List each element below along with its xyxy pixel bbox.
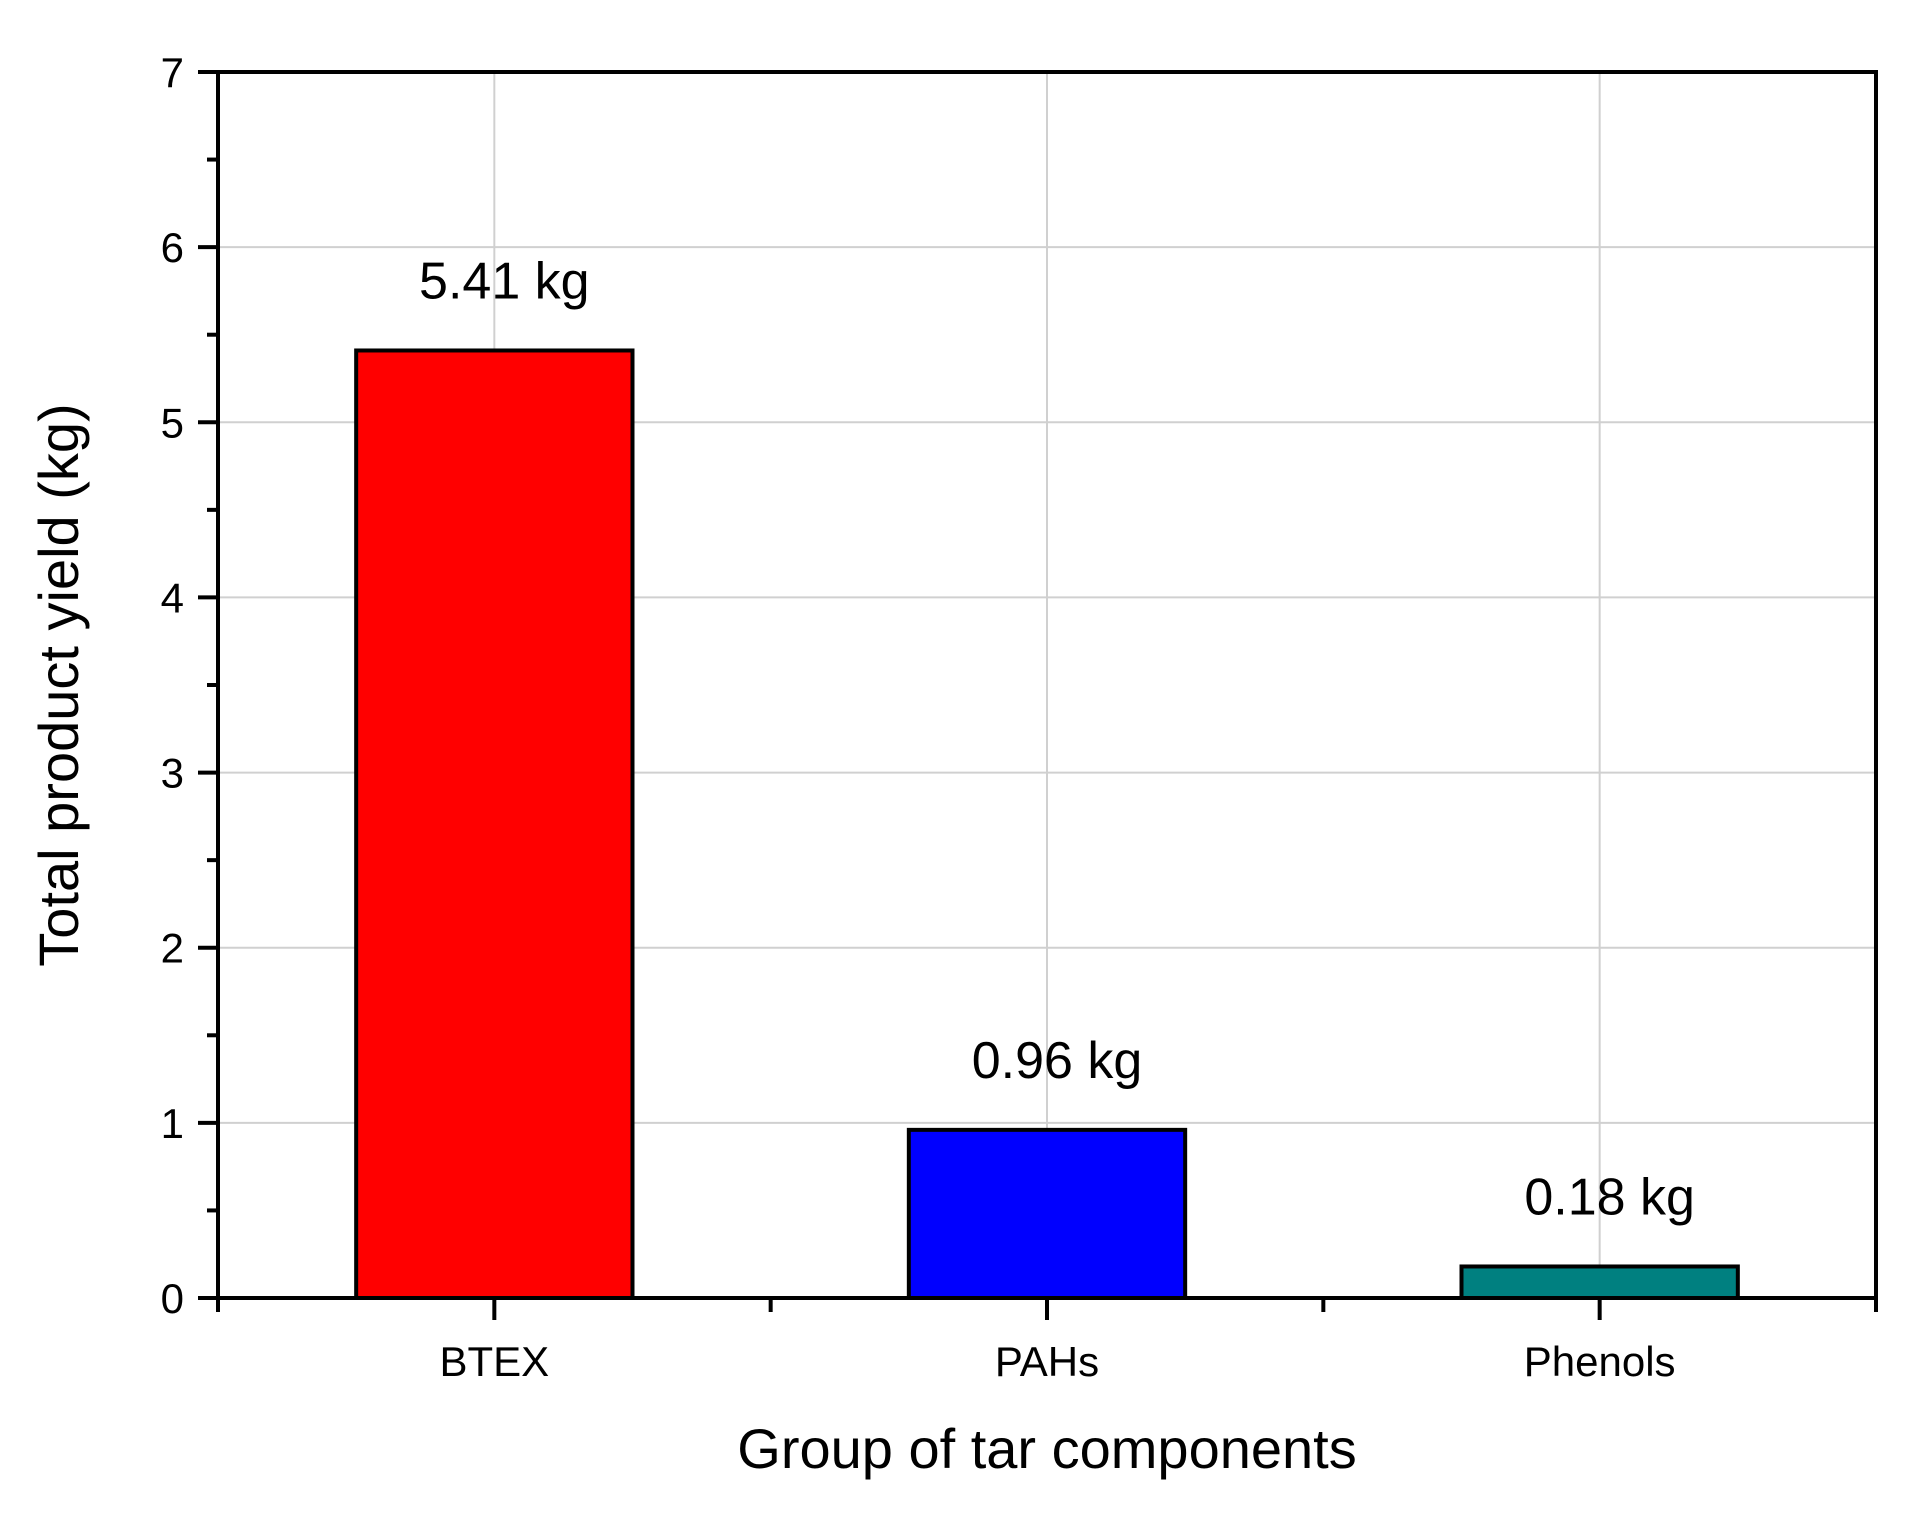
y-axis-title: Total product yield (kg) [27, 403, 90, 966]
y-tick-label: 6 [161, 224, 184, 271]
x-tick-label: BTEX [439, 1338, 549, 1385]
x-tick-label: Phenols [1524, 1338, 1676, 1385]
data-label: 0.96 kg [972, 1032, 1143, 1090]
y-tick-label: 1 [161, 1100, 184, 1147]
y-tick-label: 0 [161, 1275, 184, 1322]
x-tick-label: PAHs [995, 1338, 1099, 1385]
y-tick-label: 2 [161, 925, 184, 972]
bar-phenols [1459, 1264, 1740, 1300]
y-tick-label: 3 [161, 750, 184, 797]
ticks-layer [198, 70, 1878, 1320]
bars-layer [354, 348, 1740, 1301]
data-label: 5.41 kg [419, 252, 590, 310]
y-tick-label: 5 [161, 399, 184, 446]
y-tick-label: 4 [161, 574, 184, 621]
y-tick-label: 7 [161, 49, 184, 96]
labels-layer: 0 1 2 3 4 5 6 7 BTEX PAHs Phenols 5.41 kg 0.96 kg 0.1… [161, 49, 1695, 1385]
x-axis-title: Group of tar components [737, 1417, 1356, 1480]
bar-pahs [906, 1127, 1188, 1301]
data-label: 0.18 kg [1524, 1168, 1695, 1226]
bar-btex [354, 348, 635, 1300]
